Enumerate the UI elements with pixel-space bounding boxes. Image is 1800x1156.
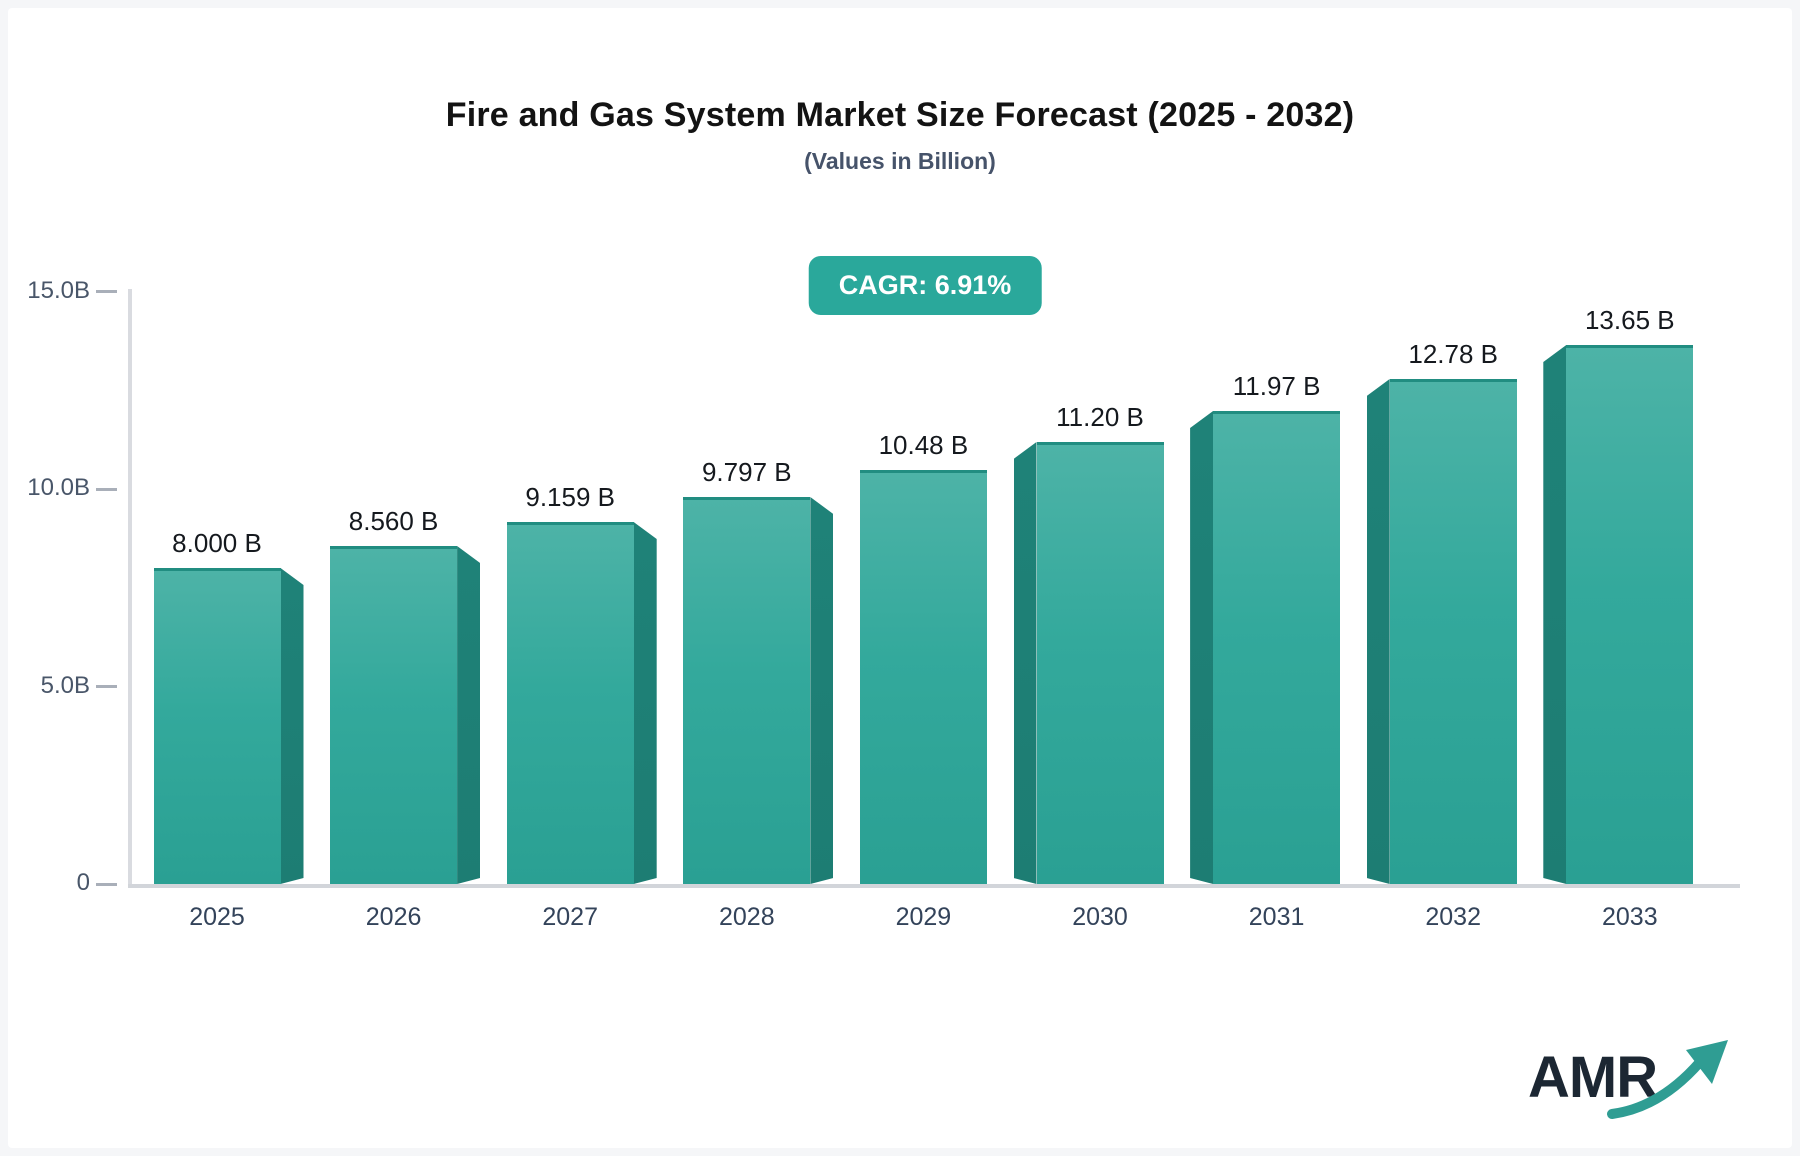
- y-axis-label: 0: [76, 869, 90, 896]
- bar: [506, 522, 634, 884]
- bar: [153, 568, 281, 884]
- x-axis-label: 2026: [365, 903, 422, 931]
- bar-side-face: [1367, 379, 1390, 884]
- bar-value-label: 8.560 B: [348, 506, 439, 536]
- bar: [1566, 345, 1694, 884]
- y-axis-line: [128, 289, 132, 884]
- bar-side-face: [457, 546, 480, 884]
- x-axis-label: 2029: [895, 903, 952, 931]
- y-axis-tick: [96, 685, 117, 688]
- x-axis-label: 2031: [1248, 903, 1305, 931]
- bar-side-face: [810, 497, 833, 884]
- bar-value-label: 8.000 B: [172, 528, 262, 558]
- chart-subtitle: (Values in Billion): [804, 148, 996, 174]
- bar-value-label: 10.48 B: [878, 430, 969, 460]
- amr-logo: AMR: [1528, 1032, 1738, 1132]
- y-axis-tick: [96, 290, 117, 293]
- y-axis-tick: [96, 487, 117, 491]
- bar: [683, 497, 811, 884]
- bar-side-face: [1014, 442, 1037, 884]
- bar-value-label: 11.20 B: [1056, 402, 1144, 432]
- x-axis-label: 2032: [1425, 903, 1481, 931]
- cagr-badge: CAGR: 6.91%: [808, 256, 1042, 315]
- bar-side-face: [1543, 345, 1566, 884]
- bar-value-label: 13.65 B: [1584, 305, 1675, 335]
- bar: [1213, 411, 1341, 884]
- growth-arrow-icon: [1607, 1040, 1728, 1119]
- bar-value-label: 9.797 B: [701, 457, 792, 487]
- x-axis-label: 2030: [1072, 903, 1128, 931]
- bar-side-face: [1190, 411, 1213, 884]
- chart-title: Fire and Gas System Market Size Forecast…: [445, 96, 1355, 134]
- x-axis-line: [128, 884, 1740, 888]
- y-axis-tick: [96, 882, 117, 886]
- x-axis-label: 2027: [542, 903, 598, 931]
- y-axis-label: 15.0B: [27, 276, 90, 304]
- amr-logo-text: AMR: [1528, 1045, 1658, 1110]
- bar-side-face: [634, 522, 657, 884]
- y-axis-label: 10.0B: [27, 474, 90, 501]
- x-axis-label: 2028: [718, 903, 775, 931]
- bar-value-label: 12.78 B: [1408, 339, 1498, 369]
- y-axis-label: 5.0B: [40, 671, 90, 699]
- bar: [1389, 379, 1517, 884]
- bar: [330, 546, 458, 884]
- bar-value-label: 11.97 B: [1232, 371, 1321, 401]
- bar-value-label: 9.159 B: [525, 482, 615, 512]
- bar: [1036, 442, 1164, 884]
- bar-side-face: [281, 568, 304, 884]
- x-axis-label: 2033: [1601, 903, 1658, 931]
- bar: [859, 470, 987, 884]
- x-axis-label: 2025: [189, 903, 245, 931]
